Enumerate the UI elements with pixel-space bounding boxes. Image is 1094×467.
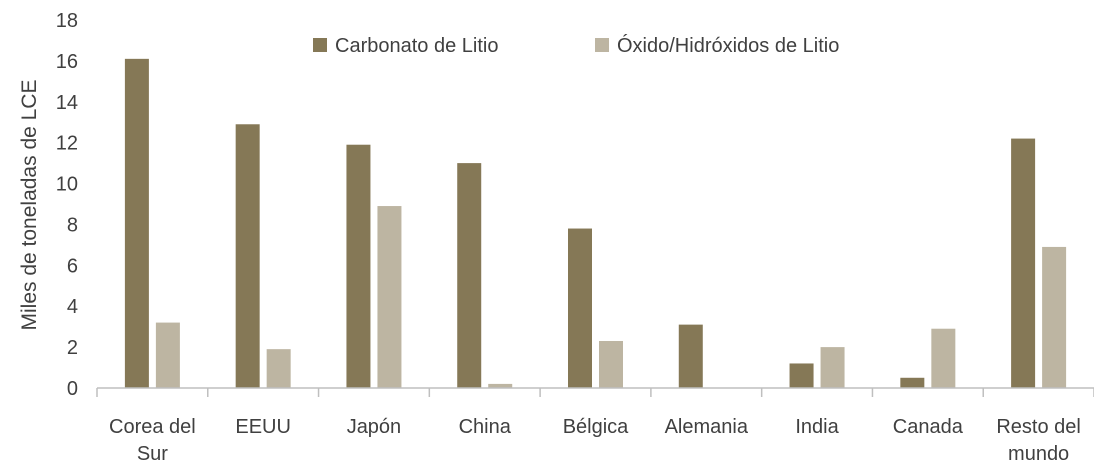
bar-series-1 — [457, 163, 482, 388]
x-tick-label: Alemania — [665, 416, 749, 438]
bars — [124, 58, 1067, 389]
y-tick-label: 0 — [67, 378, 78, 400]
y-tick-label: 10 — [56, 174, 78, 196]
bar-series-2 — [488, 383, 513, 388]
bar-series-1 — [678, 324, 703, 388]
bar-series-2 — [266, 349, 291, 388]
x-tick-label: Japón — [347, 416, 402, 438]
bar-series-2 — [931, 328, 956, 388]
legend: Carbonato de Litio Óxido/Hidróxidos de Li… — [313, 34, 839, 57]
y-axis-ticks: 0 2 4 6 8 10 12 14 16 18 — [56, 10, 78, 400]
bar-series-2 — [155, 322, 180, 388]
legend-label-2: Óxido/Hidróxidos de Litio — [617, 34, 839, 57]
x-tick-label: India — [795, 416, 839, 438]
legend-label-1: Carbonato de Litio — [335, 35, 498, 57]
bar-series-2 — [1042, 246, 1067, 388]
x-tick-label: Canada — [893, 416, 964, 438]
y-tick-label: 14 — [56, 92, 78, 114]
bar-series-2 — [820, 347, 845, 388]
bar-series-1 — [568, 228, 592, 388]
bar-series-1 — [900, 377, 925, 388]
x-tick-label: mundo — [1008, 443, 1069, 465]
bar-series-2 — [599, 340, 623, 388]
y-tick-label: 6 — [67, 255, 78, 277]
legend-swatch-2 — [595, 38, 609, 52]
x-tick-label: Bélgica — [563, 416, 629, 438]
bar-series-1 — [346, 144, 371, 388]
x-tick-label: China — [459, 416, 512, 438]
y-tick-label: 12 — [56, 133, 78, 155]
bar-series-1 — [235, 124, 260, 389]
x-axis-labels: Corea del Sur EEUU Japón China Bélgica Alemani… — [109, 416, 1081, 465]
y-tick-label: 16 — [56, 51, 78, 73]
y-tick-label: 8 — [67, 214, 78, 236]
bar-series-1 — [789, 363, 814, 388]
bar-series-1 — [1011, 138, 1036, 388]
x-axis-ticks — [96, 388, 1094, 397]
bar-series-1 — [124, 58, 149, 388]
x-tick-label: Resto del — [996, 416, 1081, 438]
y-tick-label: 18 — [56, 10, 78, 32]
x-tick-label: EEUU — [235, 416, 291, 438]
legend-swatch-1 — [313, 38, 327, 52]
x-tick-label: Corea del — [109, 416, 196, 438]
y-axis-label: Miles de toneladas de LCE — [18, 80, 41, 331]
x-tick-label: Sur — [137, 443, 168, 465]
y-tick-label: 2 — [67, 337, 78, 359]
y-tick-label: 4 — [67, 296, 78, 318]
bar-series-2 — [377, 206, 402, 388]
